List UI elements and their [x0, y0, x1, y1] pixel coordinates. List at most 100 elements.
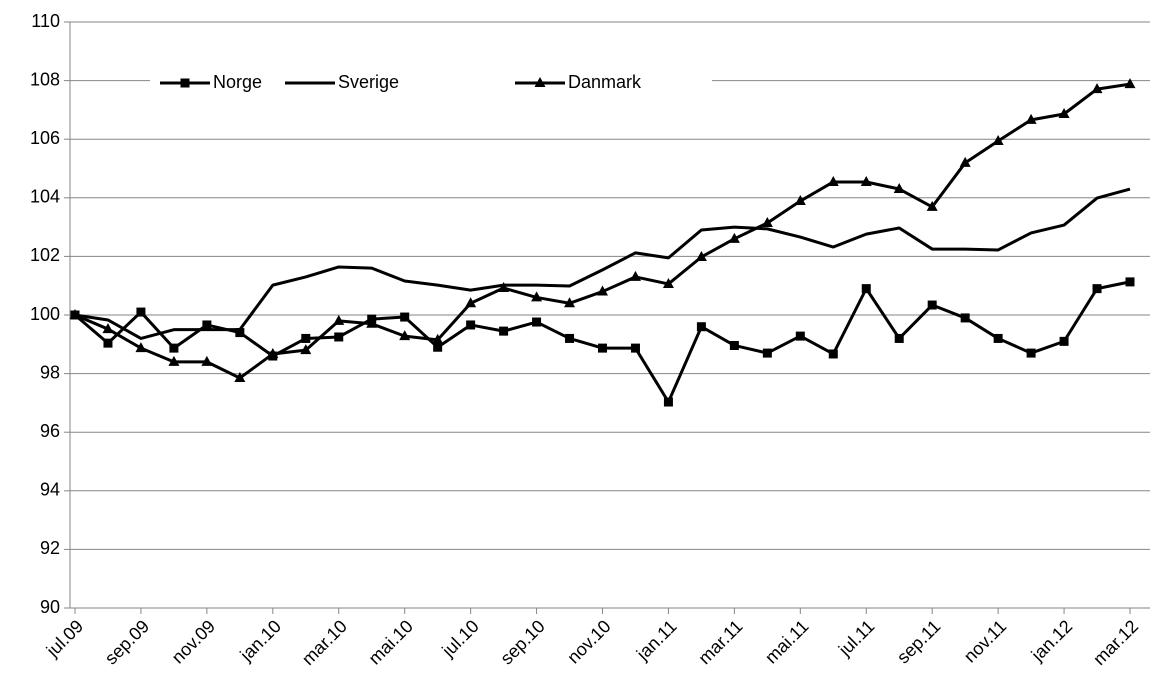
marker [235, 328, 245, 338]
x-tick-label: mai.11 [761, 616, 812, 667]
marker [433, 342, 443, 352]
marker [1125, 277, 1135, 287]
marker [201, 355, 213, 366]
marker [1025, 113, 1037, 124]
marker [662, 277, 674, 288]
x-tick-label: jan.10 [235, 616, 285, 666]
marker [795, 331, 805, 341]
marker [926, 200, 938, 211]
marker [1059, 336, 1069, 346]
marker [597, 285, 608, 296]
marker [1091, 83, 1103, 94]
x-tick-label: sep.09 [101, 616, 153, 668]
marker [729, 340, 739, 350]
marker [663, 397, 673, 407]
marker [169, 343, 179, 353]
marker [399, 330, 411, 341]
marker [168, 355, 180, 366]
y-tick-label: 98 [40, 362, 60, 382]
legend-bg [150, 66, 712, 100]
marker [103, 338, 113, 348]
series-line [74, 280, 1131, 404]
y-tick-label: 96 [40, 421, 60, 441]
legend-label: Danmark [568, 72, 642, 92]
legend: Norge Sverige Danmark [150, 66, 712, 100]
marker [696, 322, 706, 332]
marker [761, 216, 773, 227]
marker [267, 347, 279, 358]
x-tick-label: mar.12 [1089, 616, 1142, 669]
marker [135, 342, 147, 353]
y-tick-label: 92 [40, 538, 60, 558]
marker [1124, 78, 1136, 89]
series-line [74, 82, 1131, 380]
marker [465, 297, 477, 308]
marker [630, 343, 640, 353]
marker [136, 307, 146, 317]
legend-marker [534, 77, 546, 87]
x-tick-label: mar.11 [694, 616, 746, 668]
marker [565, 333, 575, 343]
marker [598, 343, 607, 353]
legend-label: Sverige [338, 72, 399, 92]
marker [762, 348, 772, 358]
x-tick-label: jul.10 [438, 616, 483, 661]
y-tick-label: 110 [31, 11, 60, 31]
marker [202, 320, 212, 330]
marker [828, 349, 838, 359]
x-tick-label: mai.10 [365, 616, 417, 668]
y-tick-label: 100 [30, 304, 60, 324]
y-tick-label: 104 [30, 187, 60, 207]
y-tick-label: 108 [30, 69, 60, 89]
y-tick-label: 94 [40, 480, 60, 500]
x-tick-label: jan.12 [1027, 616, 1077, 666]
marker [301, 333, 311, 343]
marker [400, 312, 410, 322]
marker [728, 232, 740, 243]
x-tick-label: mar.10 [298, 616, 351, 669]
x-tick-label: jan.11 [632, 616, 681, 665]
x-tick-label: jul.09 [42, 616, 87, 661]
x-tick-label: sep.10 [496, 616, 548, 668]
marker [234, 371, 246, 382]
x-tick-label: nov.09 [168, 616, 219, 667]
marker [993, 333, 1003, 343]
marker [927, 300, 937, 310]
x-tick-label: nov.11 [960, 616, 1010, 666]
marker [860, 175, 872, 186]
x-tick-label: nov.10 [563, 616, 614, 667]
marker [333, 314, 345, 325]
marker [959, 156, 971, 167]
marker [827, 175, 839, 186]
marker [499, 326, 509, 336]
marker [992, 134, 1004, 145]
legend-label: Norge [213, 72, 262, 92]
marker [695, 250, 707, 261]
marker [1058, 108, 1070, 119]
marker [532, 317, 542, 327]
marker [629, 270, 641, 281]
marker [531, 291, 543, 302]
y-tick-label: 106 [30, 128, 60, 148]
marker [498, 282, 510, 293]
marker [300, 344, 312, 355]
marker [794, 195, 806, 206]
marker [1092, 284, 1102, 294]
marker [69, 309, 81, 319]
y-tick-label: 102 [30, 245, 60, 265]
marker [466, 320, 476, 330]
series-line [74, 187, 1131, 340]
marker [1026, 348, 1036, 358]
marker [334, 332, 344, 342]
marker [861, 284, 871, 294]
marker [366, 317, 378, 328]
marker [564, 297, 576, 308]
marker [893, 183, 905, 194]
legend-marker [180, 78, 190, 88]
marker [432, 333, 444, 344]
marker [102, 323, 114, 334]
y-tick-label: 90 [40, 597, 60, 617]
marker [960, 313, 970, 323]
marker [894, 333, 904, 343]
